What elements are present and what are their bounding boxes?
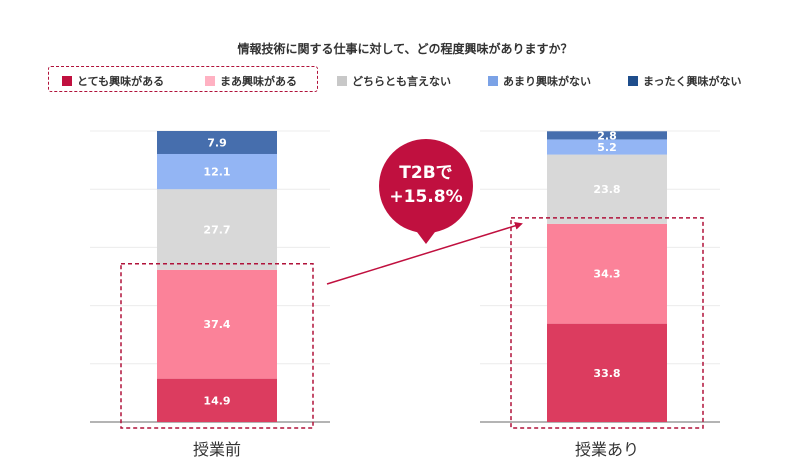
bars: 14.9 37.4 27.7 12.1 7.9 33.8 34.3 23.8 5.22.8 (157, 129, 667, 422)
callout-bubble (379, 139, 473, 233)
callout-pointer (414, 228, 438, 244)
chart-title: 情報技術に関する仕事に対して、どの程度興味がありますか？ (237, 42, 573, 56)
bar-value-label: 14.9 (203, 394, 230, 407)
t2b-highlight-boxes (120, 217, 704, 429)
callout-line2: +15.8% (389, 187, 462, 207)
legend-label: とても興味がある (77, 75, 165, 88)
legend-swatch (628, 76, 638, 86)
callout-line1: T2Bで (399, 163, 452, 183)
category-label: 授業前 (193, 440, 241, 459)
legend-item-not-very-interested: あまり興味がない (488, 73, 591, 89)
legend-swatch (337, 76, 347, 86)
legend: とても興味がある まあ興味がある どちらとも言えない あまり興味がない まったく… (0, 71, 810, 93)
bar-value-label: 37.4 (203, 318, 230, 331)
bar-value-label: 23.8 (593, 183, 620, 196)
t2b-callout: T2Bで +15.8% (379, 139, 473, 244)
legend-label: まあ興味がある (220, 75, 297, 88)
t2b-highlight-box (120, 263, 314, 429)
category-labels: 授業前 授業あり (193, 440, 639, 459)
bar-value-label: 34.3 (593, 268, 620, 281)
bar-segment-very-interested (547, 323, 667, 422)
bar-segment-neutral (547, 154, 667, 224)
bar-value-label: 12.1 (203, 166, 230, 179)
legend-item-neutral: どちらとも言えない (337, 73, 451, 89)
legend-swatch (205, 76, 215, 86)
category-label: 授業あり (575, 440, 639, 459)
legend-t2b-highlight (48, 66, 318, 92)
bar-segment-somewhat-interested (547, 223, 667, 324)
legend-swatch (62, 76, 72, 86)
trend-arrow (326, 221, 523, 285)
legend-label: どちらとも言えない (352, 75, 451, 88)
bar-value-label: 5.2 (597, 141, 617, 154)
bar-segment-not-very-interested (157, 153, 277, 190)
t2b-highlight-box (510, 217, 704, 429)
bar-segment-somewhat-interested (157, 269, 277, 379)
bar-value-label: 2.8 (597, 129, 617, 142)
bar-segment-neutral (157, 189, 277, 270)
bar-value-label: 33.8 (593, 367, 620, 380)
bar-segment-not-interested-at-all (547, 131, 667, 140)
bar-segment-not-very-interested (547, 139, 667, 155)
bar-segment-not-interested-at-all (157, 131, 277, 154)
legend-item-not-interested-at-all: まったく興味がない (628, 73, 742, 89)
legend-item-somewhat-interested: まあ興味がある (205, 73, 297, 89)
legend-label: あまり興味がない (503, 75, 591, 88)
bar-value-label: 7.9 (207, 136, 227, 149)
legend-item-very-interested: とても興味がある (62, 73, 164, 89)
bar-segment-very-interested (157, 378, 277, 422)
legend-swatch (488, 76, 498, 86)
legend-label: まったく興味がない (643, 75, 742, 88)
bar-value-label: 27.7 (203, 224, 230, 237)
